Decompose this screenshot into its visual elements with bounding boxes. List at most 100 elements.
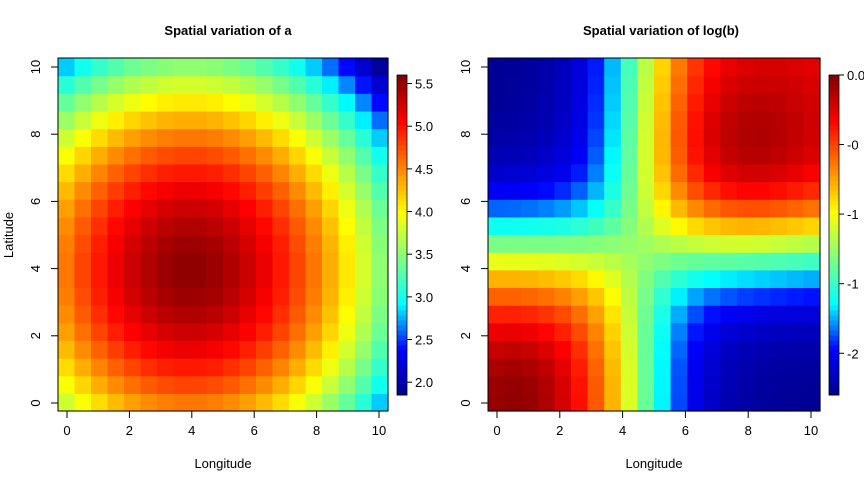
heatmap-cell	[91, 287, 109, 306]
heatmap-cell	[703, 340, 721, 359]
heatmap-cell	[58, 163, 76, 183]
heatmap-cell	[654, 58, 672, 77]
heatmap-cell	[272, 181, 290, 200]
heatmap-cell	[720, 358, 738, 377]
heatmap-cell	[654, 234, 672, 253]
heatmap-cell	[91, 58, 109, 77]
heatmap-cell	[703, 322, 721, 341]
heatmap-cell	[107, 199, 125, 218]
heatmap-cell	[587, 128, 605, 147]
heatmap-cell	[637, 146, 655, 165]
heatmap-cell	[753, 305, 771, 324]
heatmap-cell	[140, 322, 158, 341]
heatmap-cell	[157, 252, 175, 271]
heatmap-cell	[803, 252, 821, 271]
heatmap-cell	[107, 287, 125, 306]
heatmap-cell	[770, 234, 788, 253]
heatmap-cell	[272, 128, 290, 147]
chart-title: Spatial variation of log(b)	[583, 23, 739, 38]
y-tick-label: 10	[458, 60, 473, 74]
heatmap-cell	[74, 340, 92, 359]
heatmap-cell	[206, 58, 224, 77]
heatmap-cell	[239, 216, 257, 236]
heatmap-cell	[305, 58, 323, 77]
heatmap-cell	[355, 340, 373, 359]
heatmap-cell	[687, 93, 705, 112]
heatmap-cell	[91, 305, 109, 324]
heatmap-cell	[190, 375, 208, 394]
heatmap-cell	[554, 375, 572, 394]
heatmap-cell	[554, 163, 572, 183]
heatmap-cell	[703, 163, 721, 183]
heatmap-cell	[223, 252, 241, 271]
heatmap-cell	[521, 146, 539, 165]
heatmap-cell	[289, 199, 307, 218]
heatmap-cell	[637, 305, 655, 324]
colorbar-segment	[829, 130, 839, 136]
heatmap-cell	[637, 216, 655, 236]
heatmap-cell	[803, 216, 821, 236]
heatmap-cell	[737, 393, 755, 412]
heatmap-cell	[256, 199, 274, 218]
colorbar-segment	[397, 270, 407, 276]
heatmap-cell	[322, 216, 340, 236]
heatmap-cell	[554, 252, 572, 271]
heatmap-cell	[537, 340, 555, 359]
heatmap-cell	[654, 75, 672, 94]
heatmap-cell	[223, 340, 241, 359]
heatmap-cell	[58, 75, 76, 94]
heatmap-cell	[488, 305, 506, 324]
heatmap-cell	[190, 216, 208, 236]
heatmap-cell	[803, 110, 821, 130]
colorbar-segment	[397, 105, 407, 111]
heatmap-cell	[223, 358, 241, 377]
heatmap-cell	[620, 234, 638, 253]
colorbar-segment	[397, 155, 407, 161]
heatmap-cell	[322, 287, 340, 306]
colorbar-segment	[397, 210, 407, 216]
heatmap-cell	[587, 287, 605, 306]
heatmap-cell	[272, 358, 290, 377]
heatmap-cell	[620, 340, 638, 359]
heatmap-cell	[355, 93, 373, 112]
heatmap-cell	[554, 128, 572, 147]
colorbar-segment	[397, 330, 407, 336]
heatmap-cell	[140, 358, 158, 377]
heatmap-cell	[786, 146, 804, 165]
heatmap-cell	[107, 216, 125, 236]
colorbar-segment	[829, 160, 839, 166]
heatmap-cell	[703, 287, 721, 306]
colorbar-segment	[829, 285, 839, 291]
heatmap-cell	[670, 234, 688, 253]
heatmap-cell	[256, 340, 274, 359]
heatmap-cell	[604, 269, 622, 289]
heatmap-cell	[91, 110, 109, 130]
heatmap-cell	[58, 93, 76, 112]
heatmap-cells	[488, 58, 821, 412]
heatmap-cell	[786, 340, 804, 359]
heatmap-cell	[338, 75, 356, 94]
heatmap-cell	[157, 199, 175, 218]
heatmap-cell	[91, 322, 109, 341]
heatmap-cell	[289, 234, 307, 253]
heatmap-cell	[223, 146, 241, 165]
heatmap-cell	[355, 58, 373, 77]
heatmap-cell	[338, 110, 356, 130]
heatmap-cell	[91, 252, 109, 271]
heatmap-cell	[140, 269, 158, 289]
heatmap-cell	[737, 269, 755, 289]
heatmap-cell	[338, 287, 356, 306]
heatmap-cell	[537, 305, 555, 324]
heatmap-cell	[488, 163, 506, 183]
heatmap-cell	[703, 216, 721, 236]
colorbar-segment	[397, 345, 407, 351]
colorbar-segment	[829, 365, 839, 371]
heatmap-cell	[355, 181, 373, 200]
heatmap-cell	[289, 269, 307, 289]
heatmap-cell	[803, 163, 821, 183]
heatmap-cell	[720, 181, 738, 200]
heatmap-cell	[74, 252, 92, 271]
heatmap-cell	[670, 216, 688, 236]
colorbar-segment	[829, 105, 839, 111]
heatmap-cell	[770, 287, 788, 306]
